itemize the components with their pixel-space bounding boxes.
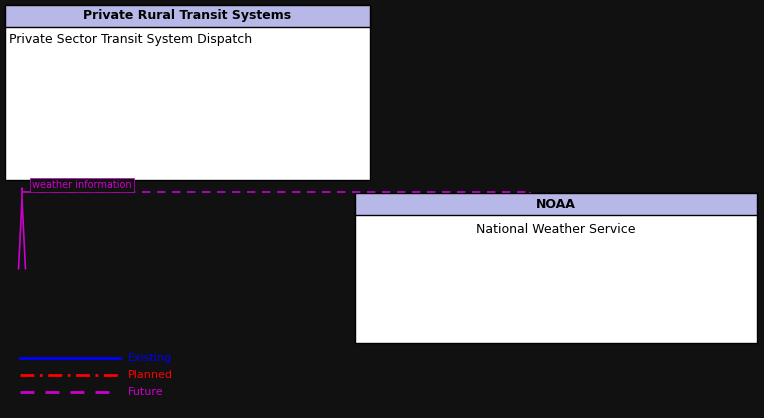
Text: Private Sector Transit System Dispatch: Private Sector Transit System Dispatch — [9, 33, 252, 46]
Text: weather information: weather information — [32, 180, 131, 190]
Text: Planned: Planned — [128, 370, 173, 380]
Text: NOAA: NOAA — [536, 197, 576, 211]
Bar — [355, 193, 757, 343]
Bar — [5, 5, 370, 27]
Text: Private Rural Transit Systems: Private Rural Transit Systems — [83, 10, 292, 23]
Bar — [355, 193, 757, 215]
Text: Future: Future — [128, 387, 163, 397]
Text: Existing: Existing — [128, 353, 172, 363]
Text: National Weather Service: National Weather Service — [476, 223, 636, 236]
Bar — [5, 5, 370, 180]
